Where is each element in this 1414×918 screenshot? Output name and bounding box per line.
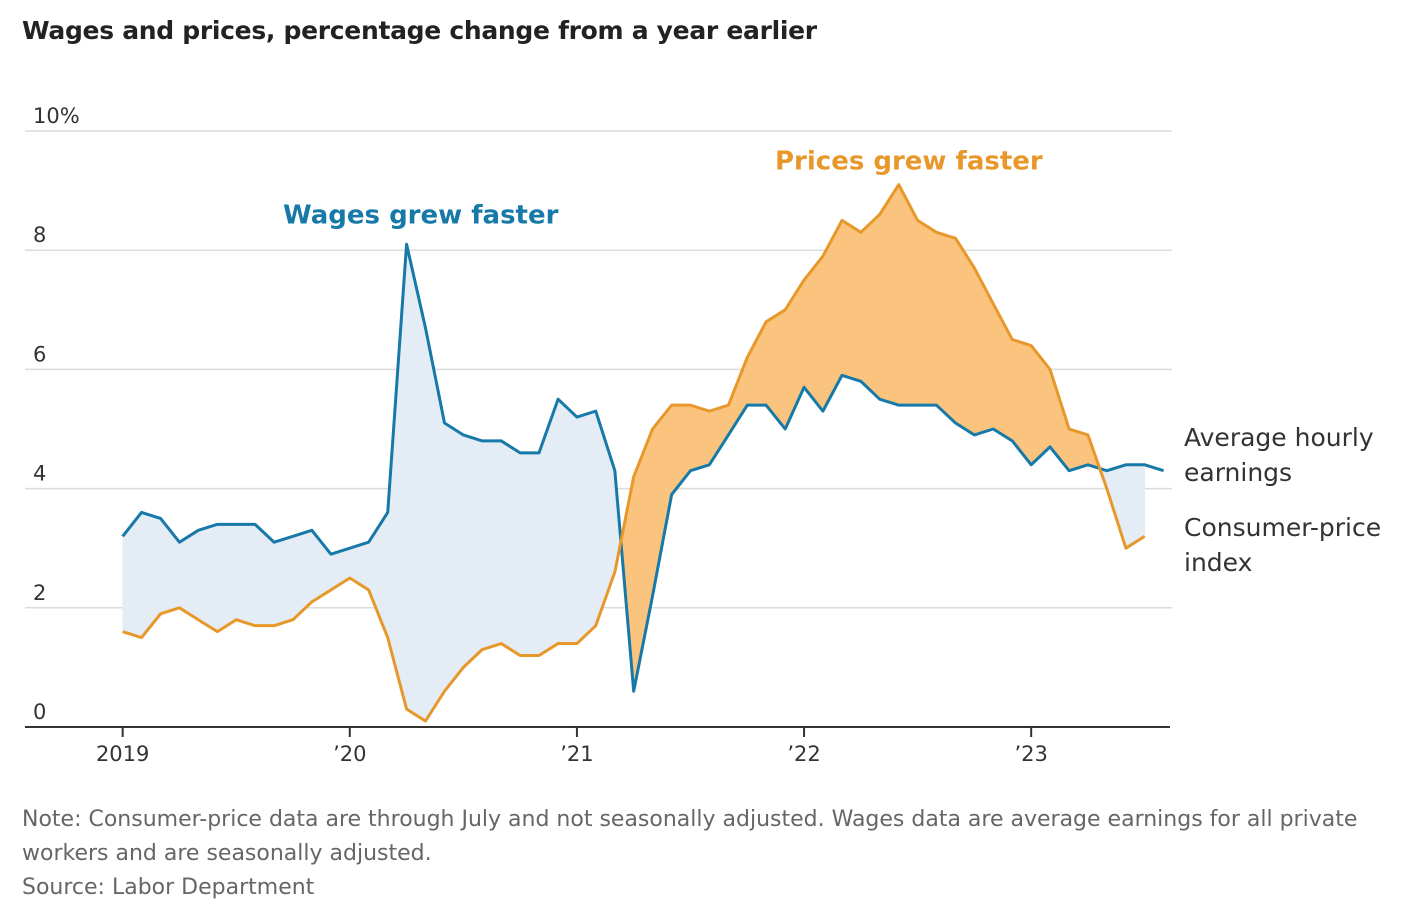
gap-fill — [519, 452, 540, 656]
gap-fill — [746, 321, 767, 406]
gap-fill — [481, 440, 502, 650]
y-tick-label: 8 — [33, 223, 46, 247]
gap-fill — [974, 267, 994, 436]
annotation: Prices grew faster — [775, 147, 1043, 177]
y-tick-label: 4 — [33, 462, 46, 486]
gap-fill — [217, 524, 237, 633]
gap-fill — [690, 404, 710, 472]
y-tick-label: 0 — [33, 700, 46, 724]
x-tick-label: ’22 — [787, 742, 820, 766]
gap-fill — [273, 535, 294, 627]
gap-fill — [1125, 464, 1146, 549]
gap-fill — [179, 529, 199, 621]
gap-fill — [917, 219, 937, 406]
annotation: Wages grew faster — [283, 201, 559, 231]
series-label: Average hourly earnings — [1184, 423, 1374, 487]
series-line — [121, 242, 1165, 693]
y-tick-label: 2 — [33, 581, 46, 605]
gap-fill — [955, 237, 975, 436]
y-tick-label: 10% — [33, 104, 80, 128]
y-tick-label: 6 — [33, 342, 46, 366]
gap-fill — [879, 183, 900, 406]
gap-fill — [557, 398, 578, 644]
x-tick-label: ’21 — [560, 742, 593, 766]
gap-fill — [463, 434, 483, 669]
note: Note: Consumer-price data are through Ju… — [22, 807, 1358, 866]
x-tick-label: 2019 — [96, 742, 149, 766]
source: Source: Labor Department — [22, 875, 315, 900]
gap-fill — [576, 410, 597, 645]
gap-fill — [444, 422, 464, 693]
gap-fill — [709, 404, 729, 466]
series-line — [122, 183, 1146, 723]
gap-fill — [803, 255, 824, 412]
gap-fill — [652, 404, 672, 596]
gap-fill — [538, 399, 559, 657]
gap-fill — [860, 213, 880, 400]
gap-fill — [235, 524, 256, 627]
gap-fill — [841, 219, 862, 382]
gap-fill — [425, 327, 445, 723]
chart: 0 2 4 6 8 10% 2019 ’20 ’21 ’22 ’23 Wages grew faste… — [25, 104, 1172, 766]
gap-fill — [936, 231, 956, 424]
gap-fill — [197, 523, 218, 633]
chart-title: Wages and prices, percentage change from… — [22, 16, 817, 45]
gap-fill — [368, 511, 389, 638]
gap-fill — [500, 440, 521, 657]
x-tick-label: ’23 — [1014, 742, 1047, 766]
x-tick-label: ’20 — [333, 742, 366, 766]
series-label: Consumer-price index — [1184, 513, 1382, 577]
